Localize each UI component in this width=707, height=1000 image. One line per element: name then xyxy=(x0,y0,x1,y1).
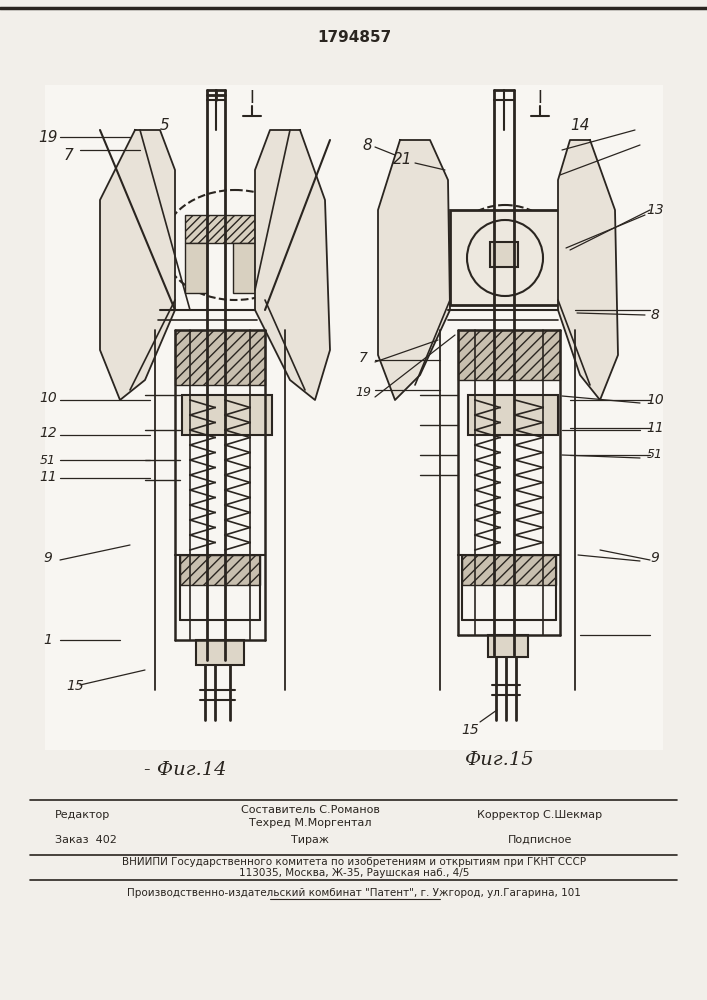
Text: Техред М.Моргентал: Техред М.Моргентал xyxy=(249,818,371,828)
Text: Тираж: Тираж xyxy=(291,835,329,845)
Text: 1794857: 1794857 xyxy=(317,30,391,45)
Text: 13: 13 xyxy=(646,203,664,217)
Polygon shape xyxy=(255,130,330,400)
Bar xyxy=(490,242,518,267)
Text: Подписное: Подписное xyxy=(508,835,572,845)
Text: I: I xyxy=(537,89,542,107)
Bar xyxy=(175,330,265,385)
Text: 21: 21 xyxy=(393,152,413,167)
Text: 1: 1 xyxy=(44,633,52,647)
Text: 11: 11 xyxy=(646,421,664,435)
Text: I: I xyxy=(250,89,255,107)
Text: Составитель С.Романов: Составитель С.Романов xyxy=(240,805,380,815)
Text: 8: 8 xyxy=(362,137,372,152)
Text: 15: 15 xyxy=(66,679,84,693)
Bar xyxy=(45,85,663,750)
Text: Редактор: Редактор xyxy=(55,810,110,820)
Polygon shape xyxy=(100,130,175,400)
Text: 12: 12 xyxy=(39,426,57,440)
Bar xyxy=(468,395,558,435)
Text: - Фиг.14: - Фиг.14 xyxy=(144,761,226,779)
Text: 7: 7 xyxy=(63,147,73,162)
Text: 15: 15 xyxy=(461,723,479,737)
Text: Заказ  402: Заказ 402 xyxy=(55,835,117,845)
Polygon shape xyxy=(558,140,618,400)
Text: 113035, Москва, Ж-35, Раушская наб., 4/5: 113035, Москва, Ж-35, Раушская наб., 4/5 xyxy=(239,868,469,878)
Text: 9: 9 xyxy=(650,551,660,565)
Bar xyxy=(185,215,255,243)
Bar xyxy=(185,243,207,293)
Text: 51: 51 xyxy=(40,454,56,466)
Text: ВНИИПИ Государственного комитета по изобретениям и открытиям при ГКНТ СССР: ВНИИПИ Государственного комитета по изоб… xyxy=(122,857,586,867)
Bar xyxy=(182,395,272,435)
Text: 9: 9 xyxy=(44,551,52,565)
Bar xyxy=(450,210,565,305)
Text: 8: 8 xyxy=(650,308,660,322)
Text: 51: 51 xyxy=(647,448,663,462)
Text: 10: 10 xyxy=(646,393,664,407)
Bar xyxy=(488,635,528,657)
Polygon shape xyxy=(378,140,450,400)
Text: 14: 14 xyxy=(571,117,590,132)
Text: Корректор С.Шекмар: Корректор С.Шекмар xyxy=(477,810,602,820)
Bar xyxy=(233,243,255,293)
Bar xyxy=(196,640,244,665)
Bar xyxy=(462,555,556,585)
Text: 7: 7 xyxy=(358,351,368,365)
Bar xyxy=(458,330,560,380)
Text: Фиг.15: Фиг.15 xyxy=(465,751,534,769)
Bar xyxy=(180,555,260,585)
Text: 11: 11 xyxy=(39,470,57,484)
Text: Производственно-издательский комбинат "Патент", г. Ужгород, ул.Гагарина, 101: Производственно-издательский комбинат "П… xyxy=(127,888,581,898)
Text: 10: 10 xyxy=(39,391,57,405)
Text: 19: 19 xyxy=(38,130,58,145)
Text: 19: 19 xyxy=(355,386,371,399)
Text: 5: 5 xyxy=(160,117,170,132)
